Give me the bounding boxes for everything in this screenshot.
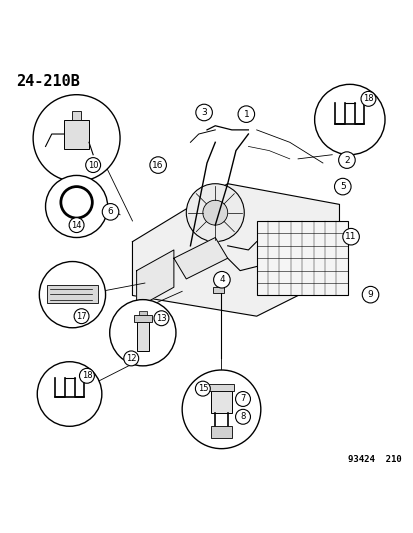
Text: 10: 10: [88, 160, 98, 169]
Bar: [64, 119, 89, 149]
Circle shape: [235, 392, 250, 407]
Circle shape: [342, 229, 358, 245]
Circle shape: [195, 104, 212, 121]
Circle shape: [123, 351, 138, 366]
Bar: [47, 285, 98, 303]
Text: 14: 14: [71, 221, 82, 230]
Circle shape: [33, 95, 120, 182]
Text: 93424  210: 93424 210: [347, 455, 401, 464]
Circle shape: [360, 91, 375, 106]
Circle shape: [85, 158, 100, 173]
Circle shape: [45, 175, 107, 238]
Text: 24-210B: 24-210B: [17, 74, 80, 89]
Polygon shape: [132, 184, 339, 316]
Polygon shape: [173, 238, 227, 279]
Text: 17: 17: [76, 312, 87, 321]
Bar: [209, 384, 233, 391]
Text: 7: 7: [240, 394, 245, 403]
Circle shape: [150, 157, 166, 173]
Circle shape: [186, 184, 244, 241]
Text: 18: 18: [81, 372, 92, 381]
Bar: [136, 322, 149, 351]
Circle shape: [37, 362, 102, 426]
Text: 11: 11: [344, 232, 356, 241]
Circle shape: [314, 84, 384, 155]
Bar: [211, 391, 231, 414]
Text: 18: 18: [362, 94, 373, 103]
Circle shape: [195, 381, 210, 396]
Circle shape: [237, 106, 254, 123]
Text: 2: 2: [343, 156, 349, 165]
Circle shape: [69, 217, 84, 232]
Bar: [138, 311, 147, 315]
Circle shape: [39, 262, 105, 328]
Polygon shape: [136, 250, 173, 308]
Bar: [256, 221, 347, 295]
Text: 5: 5: [339, 182, 345, 191]
Circle shape: [361, 286, 378, 303]
Text: 9: 9: [367, 290, 373, 299]
Bar: [213, 287, 223, 293]
Circle shape: [79, 368, 94, 383]
Circle shape: [213, 271, 230, 288]
Bar: [211, 426, 231, 438]
Circle shape: [74, 309, 89, 324]
Circle shape: [154, 311, 169, 326]
Text: 15: 15: [197, 384, 208, 393]
Circle shape: [102, 204, 119, 220]
Text: 1: 1: [243, 110, 249, 119]
Bar: [72, 111, 81, 119]
Text: 6: 6: [107, 207, 113, 216]
Circle shape: [334, 179, 350, 195]
Text: 16: 16: [152, 160, 164, 169]
Text: 13: 13: [156, 314, 166, 323]
Circle shape: [338, 152, 354, 168]
Text: 3: 3: [201, 108, 206, 117]
Circle shape: [182, 370, 260, 449]
Circle shape: [109, 300, 176, 366]
Text: 12: 12: [126, 354, 136, 363]
Bar: [133, 315, 152, 322]
Circle shape: [235, 409, 250, 424]
Circle shape: [202, 200, 227, 225]
Text: 8: 8: [240, 413, 245, 421]
Text: 4: 4: [218, 275, 224, 284]
